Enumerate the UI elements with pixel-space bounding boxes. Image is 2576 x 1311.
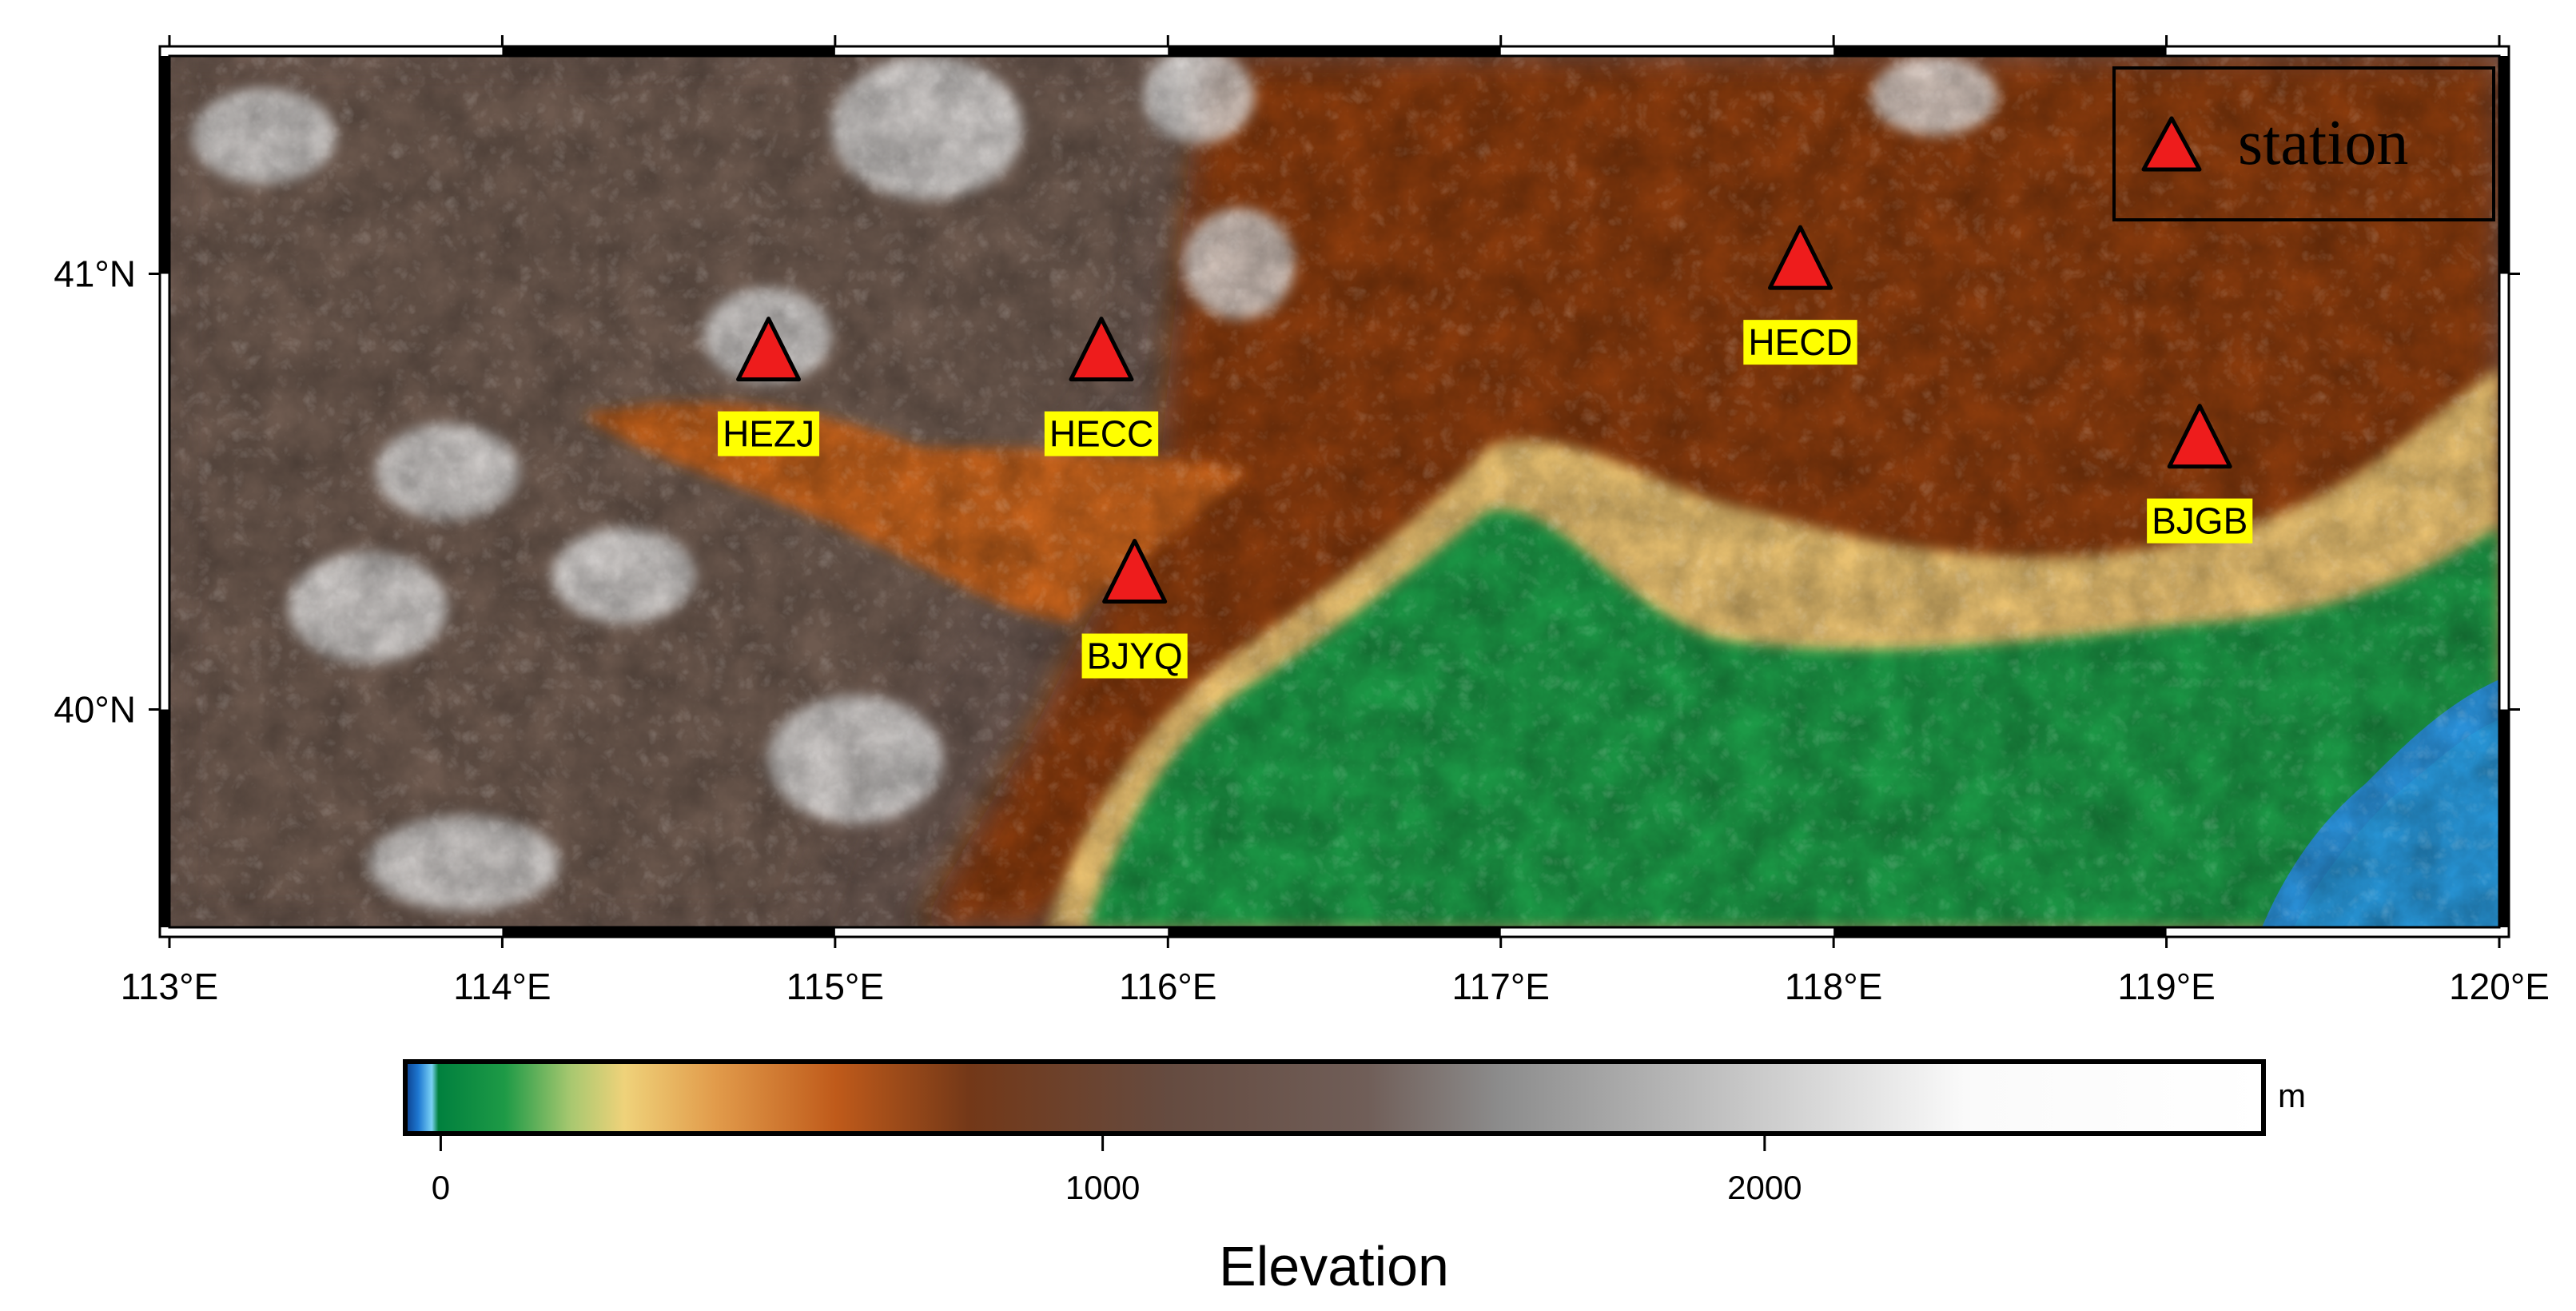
- station-label: BJYQ: [1087, 636, 1183, 677]
- lon-tick-label: 116°E: [1119, 966, 1216, 1007]
- frame-bar-right: [2499, 709, 2509, 927]
- frame-bar-right: [2499, 56, 2509, 274]
- legend-station-icon: [2141, 116, 2202, 172]
- legend-box: station: [2112, 66, 2495, 221]
- station-hecd[interactable]: HECD: [1743, 225, 1857, 365]
- station-bjgb[interactable]: BJGB: [2147, 404, 2253, 544]
- station-hezj[interactable]: HEZJ: [718, 317, 820, 456]
- station-triangle-icon[interactable]: [1102, 539, 1168, 604]
- frame-bar-left: [160, 709, 169, 927]
- lon-tick-label: 114°E: [453, 966, 551, 1007]
- longitude-axis: 113°E 114°E 115°E 116°E 117°E 118°E 119°E 120°E: [121, 35, 2550, 1007]
- frame-checker-bars: [160, 46, 2509, 937]
- station-label: HEZJ: [723, 413, 814, 455]
- legend-label: station: [2238, 108, 2408, 178]
- colorbar: m 0 1000 2000 Elevation: [403, 1059, 2306, 1297]
- colorbar-title: Elevation: [1219, 1235, 1449, 1297]
- frame-bar-top: [1168, 46, 1501, 56]
- map-frame: [158, 45, 2510, 938]
- colorbar-tick-label: 2000: [1727, 1169, 1802, 1206]
- station-label: BJGB: [2152, 500, 2248, 542]
- lon-tick-label: 113°E: [121, 966, 218, 1007]
- station-label-bg: [718, 411, 820, 456]
- lon-tick-label: 117°E: [1452, 966, 1550, 1007]
- station-label: HECC: [1049, 413, 1153, 455]
- station-bjyq[interactable]: BJYQ: [1081, 539, 1188, 679]
- station-label: HECD: [1748, 321, 1852, 363]
- lon-tick-label: 120°E: [2449, 966, 2550, 1007]
- frame-bar-bottom: [1168, 927, 1501, 937]
- colorbar-ramp: [403, 1059, 2266, 1136]
- station-hecc[interactable]: HECC: [1044, 317, 1159, 456]
- frame-bar-bottom: [502, 927, 835, 937]
- station-triangle-icon[interactable]: [2167, 404, 2232, 469]
- lat-tick-label: 41°N: [54, 253, 136, 295]
- frame-bar-bottom: [1833, 927, 2167, 937]
- colorbar-ticks: 0 1000 2000: [432, 1136, 1802, 1206]
- frame-bar-left: [160, 56, 169, 274]
- colorbar-tick-label: 0: [432, 1169, 450, 1206]
- colorbar-unit: m: [2278, 1077, 2306, 1114]
- station-triangle-icon[interactable]: [1768, 225, 1833, 290]
- station-triangle-icon[interactable]: [1069, 317, 1134, 382]
- frame-bar-top: [502, 46, 835, 56]
- colorbar-tick-label: 1000: [1065, 1169, 1140, 1206]
- lon-tick-label: 118°E: [1785, 966, 1882, 1007]
- station-label-bg: [1743, 320, 1857, 365]
- lon-tick-label: 119°E: [2117, 966, 2215, 1007]
- lat-tick-label: 40°N: [54, 689, 136, 731]
- terrain-relief: [169, 56, 2499, 927]
- station-markers: HEZJ HECC BJYQ HECD BJGB: [718, 225, 2253, 679]
- frame-bar-top: [1833, 46, 2167, 56]
- lon-tick-label: 115°E: [786, 966, 884, 1007]
- station-label-bg: [1044, 411, 1159, 456]
- station-label-bg: [2147, 498, 2253, 544]
- station-triangle-icon[interactable]: [736, 317, 802, 382]
- latitude-axis: 41°N 40°N: [54, 253, 2520, 731]
- station-label-bg: [1081, 633, 1188, 679]
